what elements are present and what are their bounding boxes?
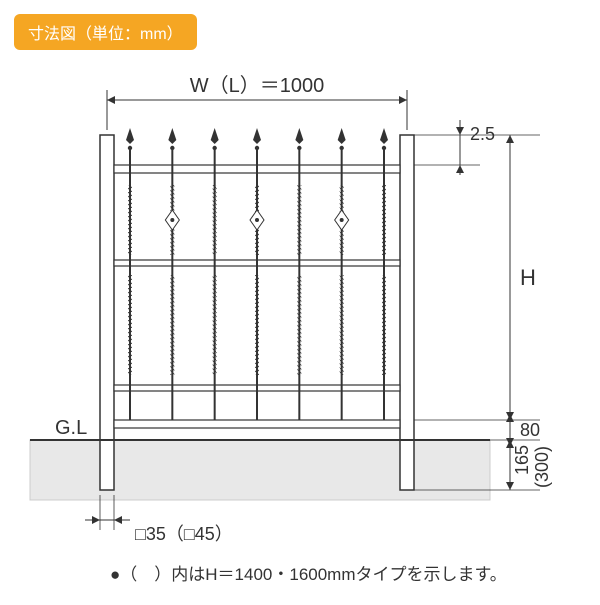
footnote: ●（ ）内はH＝1400・1600mmタイプを示します。 bbox=[110, 565, 507, 584]
dim-post: □35（□45） bbox=[85, 495, 233, 544]
post-left bbox=[100, 135, 114, 490]
dimension-diagram: G.L W（L）＝1000 2.5 H 80 165 bbox=[0, 0, 600, 600]
dim-width: W（L）＝1000 bbox=[107, 74, 407, 130]
dim-bury: 165 (300) bbox=[506, 440, 552, 490]
ground bbox=[30, 440, 490, 500]
dim-80: 80 bbox=[506, 414, 540, 446]
title-badge: 寸法図（単位：mm） bbox=[14, 14, 197, 50]
dim-topgap: 2.5 bbox=[456, 120, 495, 175]
dim-post-text: □35（□45） bbox=[135, 524, 233, 544]
dim-bury-alt: (300) bbox=[532, 446, 552, 488]
rail-low2 bbox=[114, 420, 400, 428]
title-badge-text: 寸法図（単位：mm） bbox=[28, 26, 183, 43]
dim-topgap-text: 2.5 bbox=[470, 124, 495, 144]
gl-label: G.L bbox=[55, 417, 87, 439]
post-right bbox=[400, 135, 414, 490]
dim-width-text: W（L）＝1000 bbox=[190, 74, 325, 97]
dim-bury-text: 165 bbox=[512, 445, 532, 475]
dim-80-text: 80 bbox=[520, 420, 540, 440]
dim-h: H bbox=[506, 135, 536, 420]
dim-h-text: H bbox=[520, 265, 536, 290]
